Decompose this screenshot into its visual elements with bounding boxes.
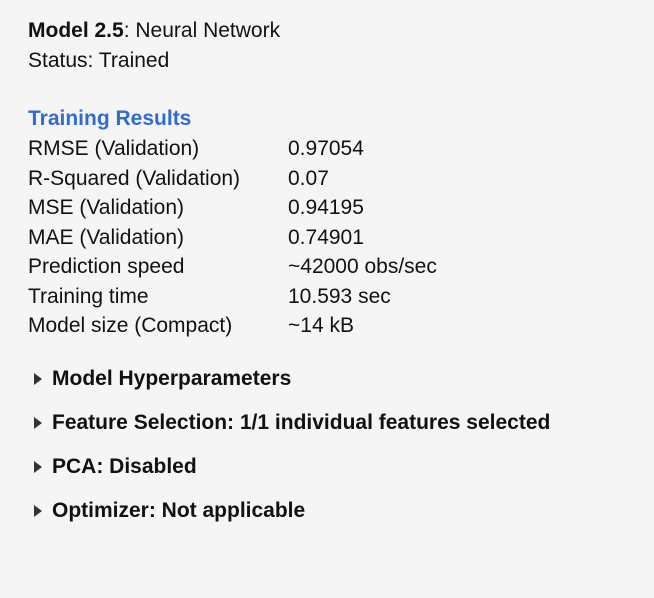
feature-selection-toggle[interactable]: Feature Selection: 1/1 individual featur… [34, 401, 654, 445]
disclosure-triangle-icon [34, 372, 42, 385]
result-label: MAE (Validation) [28, 225, 185, 249]
collapsible-sections: Model Hyperparameters Feature Selection:… [28, 357, 654, 533]
optimizer-toggle[interactable]: Optimizer: Not applicable [34, 489, 654, 533]
status-label: Status: [28, 49, 94, 72]
model-hyperparameters-toggle[interactable]: Model Hyperparameters [34, 357, 654, 401]
result-row-r-squared: R-Squared (Validation) 0.07 [28, 164, 654, 194]
result-value: 0.74901 [288, 225, 364, 249]
training-results-heading: Training Results [28, 107, 192, 130]
model-status: Status: Trained [28, 46, 654, 76]
result-value: 0.07 [288, 166, 329, 190]
result-value: ~42000 obs/sec [288, 255, 437, 278]
model-title-separator: : [123, 19, 136, 42]
result-label: R-Squared (Validation) [28, 166, 241, 190]
model-type: Neural Network [135, 19, 281, 42]
pca-toggle[interactable]: PCA: Disabled [34, 445, 654, 489]
result-label: Training time [28, 284, 149, 308]
disclosure-triangle-icon [34, 416, 42, 429]
disclosure-triangle-icon [34, 504, 42, 517]
result-label: Prediction speed [28, 255, 185, 278]
model-title: Model 2.5: Neural Network [28, 16, 654, 46]
section-label: Feature Selection: 1/1 individual featur… [52, 410, 551, 434]
result-label: RMSE (Validation) [28, 137, 200, 160]
result-row-training-time: Training time 10.593 sec [28, 282, 654, 312]
result-label: MSE (Validation) [28, 196, 185, 219]
result-row-mse: MSE (Validation) 0.94195 [28, 193, 654, 223]
section-label: Optimizer: Not applicable [52, 498, 306, 522]
result-value: 10.593 sec [288, 284, 391, 308]
result-row-prediction-speed: Prediction speed ~42000 obs/sec [28, 252, 654, 282]
section-label: PCA: Disabled [52, 454, 197, 478]
result-value: 0.97054 [288, 137, 364, 160]
result-row-mae: MAE (Validation) 0.74901 [28, 223, 654, 253]
result-row-rmse: RMSE (Validation) 0.97054 [28, 134, 654, 164]
model-name: Model 2.5 [28, 19, 124, 42]
result-value: ~14 kB [288, 314, 354, 337]
disclosure-triangle-icon [34, 460, 42, 473]
result-label: Model size (Compact) [28, 314, 233, 337]
status-value: Trained [98, 49, 170, 72]
section-label: Model Hyperparameters [52, 366, 292, 390]
result-row-model-size: Model size (Compact) ~14 kB [28, 311, 654, 341]
result-value: 0.94195 [288, 196, 364, 219]
training-results-table: RMSE (Validation) 0.97054 R-Squared (Val… [28, 134, 654, 341]
